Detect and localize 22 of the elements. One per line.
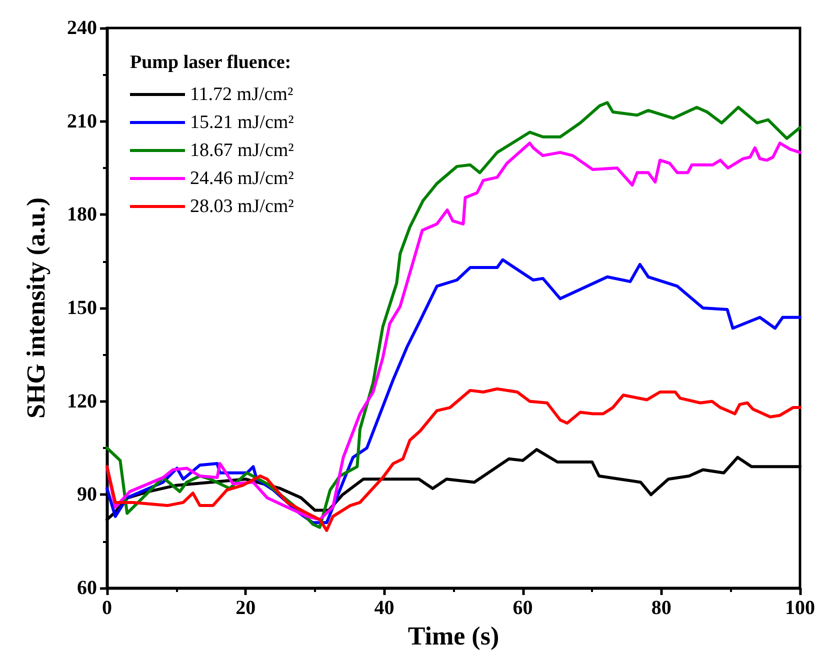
y-tick-label: 210 xyxy=(67,110,97,132)
legend-label: 28.03 mJ/cm² xyxy=(190,196,294,217)
x-axis-title: Time (s) xyxy=(408,621,500,650)
x-tick-label: 40 xyxy=(374,597,394,619)
x-tick-label: 60 xyxy=(512,597,533,619)
legend-label: 11.72 mJ/cm² xyxy=(190,84,294,105)
legend-title: Pump laser fluence: xyxy=(130,52,292,73)
legend-label: 15.21 mJ/cm² xyxy=(190,112,294,133)
line-series xyxy=(106,387,802,532)
x-tick-label: 0 xyxy=(102,597,112,619)
x-tick-label: 100 xyxy=(785,597,815,619)
y-tick-label: 150 xyxy=(67,297,97,319)
y-tick-label: 90 xyxy=(77,484,97,506)
y-axis-title: SHG intensity (a.u.) xyxy=(22,197,50,419)
x-tick-label: 80 xyxy=(651,597,672,619)
x-tick-label: 20 xyxy=(236,597,256,619)
legend-label: 24.46 mJ/cm² xyxy=(190,168,294,189)
y-tick-label: 180 xyxy=(67,204,97,226)
y-tick-label: 60 xyxy=(77,577,97,599)
y-tick-label: 120 xyxy=(67,390,97,412)
y-tick-label: 240 xyxy=(67,17,97,39)
legend-label: 18.67 mJ/cm² xyxy=(190,140,294,161)
